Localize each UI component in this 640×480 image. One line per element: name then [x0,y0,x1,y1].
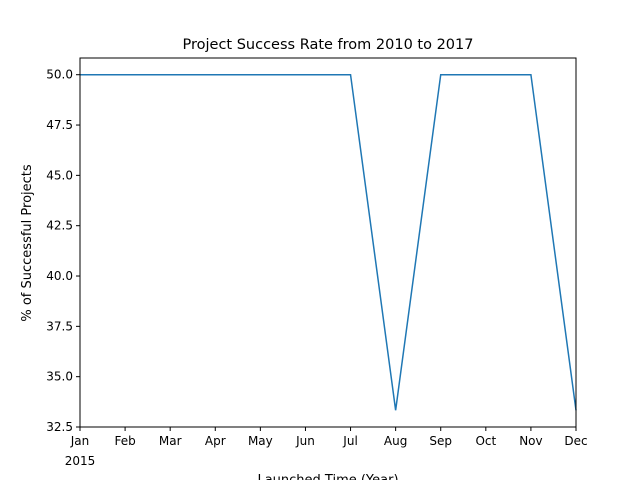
y-tick-label: 45.0 [46,168,73,182]
x-tick-label: Dec [564,434,587,448]
y-tick-label: 47.5 [46,118,73,132]
y-tick-label: 40.0 [46,269,73,283]
data-line [80,73,577,411]
x-year-label: 2015 [65,454,96,468]
x-tick-label: Oct [475,434,496,448]
y-tick-label: 50.0 [46,68,73,82]
x-axis-label: Launched Time (Year) [257,473,398,480]
x-tick-label: Jan [70,434,90,448]
x-tick-label: Apr [205,434,226,448]
x-tick-label: Aug [384,434,407,448]
x-tick-label: Jun [295,434,315,448]
y-axis-label: % of Successful Projects [20,164,35,322]
x-tick-label: Jul [342,434,357,448]
plot-frame [79,57,577,428]
x-tick-label: May [248,434,273,448]
x-tick-label: Nov [519,434,542,448]
x-tick-label: Sep [429,434,452,448]
y-tick-label: 35.0 [46,370,73,384]
chart-title: Project Success Rate from 2010 to 2017 [183,37,474,53]
y-tick-label: 32.5 [46,420,73,434]
y-tick-label: 37.5 [46,319,73,333]
x-tick-label: Mar [159,434,182,448]
y-tick-label: 42.5 [46,219,73,233]
x-tick-label: Feb [114,434,135,448]
